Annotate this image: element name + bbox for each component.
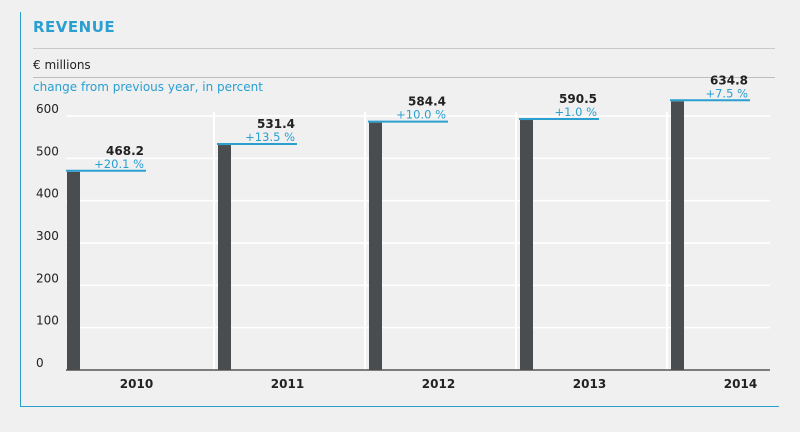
title-divider	[33, 48, 775, 49]
change-label: change from previous year, in percent	[33, 80, 263, 94]
change-label-value: +1.0 %	[554, 105, 597, 119]
value-label: 468.2	[106, 144, 144, 158]
change-label-value: +20.1 %	[94, 157, 144, 171]
value-label: 531.4	[257, 117, 295, 131]
change-label-value: +10.0 %	[396, 108, 446, 122]
chart-title: REVENUE	[33, 18, 116, 36]
bar-2010	[67, 171, 80, 370]
bar-2013	[520, 120, 533, 370]
value-label: 590.5	[559, 92, 597, 106]
bar-2011	[218, 145, 231, 370]
change-label-value: +7.5 %	[705, 86, 748, 100]
change-label-value: +13.5 %	[245, 130, 295, 144]
value-label: 634.8	[710, 73, 748, 87]
unit-divider	[33, 77, 775, 78]
x-tick-label: 2013	[573, 377, 606, 391]
y-tick-label: 100	[36, 314, 59, 328]
y-tick-label: 200	[36, 271, 59, 285]
unit-label: € millions	[33, 58, 91, 72]
x-tick-label: 2010	[120, 377, 153, 391]
value-label: 584.4	[408, 95, 446, 109]
y-tick-label: 0	[36, 356, 44, 370]
bar-2012	[369, 122, 382, 370]
frame-left-rule	[20, 12, 21, 407]
y-tick-label: 500	[36, 144, 59, 158]
y-tick-label: 600	[36, 102, 59, 116]
x-tick-label: 2012	[422, 377, 455, 391]
x-tick-label: 2014	[724, 377, 757, 391]
bar-2014	[671, 101, 684, 370]
frame-bottom-rule	[20, 406, 779, 407]
x-tick-label: 2011	[271, 377, 304, 391]
y-tick-label: 400	[36, 187, 59, 201]
y-tick-label: 300	[36, 229, 59, 243]
